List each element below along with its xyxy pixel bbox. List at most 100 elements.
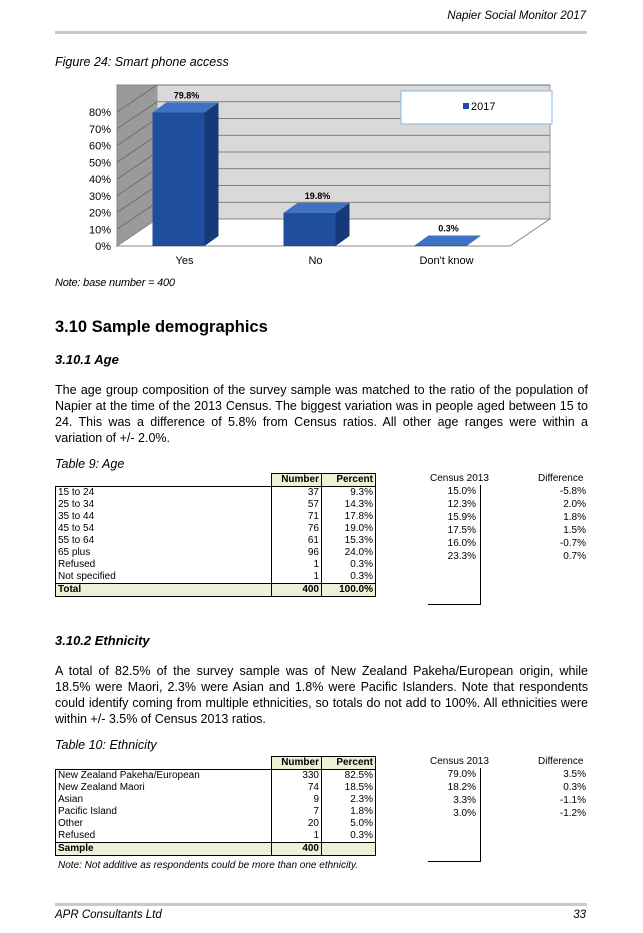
difference-value: 1.8% — [536, 512, 586, 523]
row-number: 61 — [272, 535, 322, 547]
difference-value: 1.5% — [536, 525, 586, 536]
ethnicity-table: Number Percent New Zealand Pakeha/European… — [55, 756, 376, 856]
running-header: Napier Social Monitor 2017 — [0, 10, 586, 22]
row-number: 76 — [272, 523, 322, 535]
difference-header: Difference — [538, 473, 583, 484]
bar-front — [284, 213, 336, 246]
difference-value: 0.7% — [536, 551, 586, 562]
data-label: 19.8% — [305, 191, 331, 201]
row-number: 71 — [272, 511, 322, 523]
bar — [153, 102, 219, 246]
ethnicity-note: Note: Not additive as respondents could … — [58, 860, 358, 871]
table-row: 45 to 54 76 19.0% — [56, 523, 376, 535]
table-row: New Zealand Pakeha/European 330 82.5% — [56, 770, 376, 783]
row-label: 65 plus — [56, 547, 272, 559]
row-percent: 2.3% — [322, 794, 376, 806]
table-row: Refused 1 0.3% — [56, 830, 376, 843]
difference-value: 2.0% — [536, 499, 586, 510]
census-column-border — [428, 485, 481, 605]
difference-header: Difference — [538, 756, 583, 767]
row-number: 20 — [272, 818, 322, 830]
ethnicity-table-caption: Table 10: Ethnicity — [55, 738, 157, 752]
table-row: Not specified 1 0.3% — [56, 571, 376, 584]
row-percent: 0.3% — [322, 571, 376, 584]
difference-value: -1.1% — [536, 795, 586, 806]
y-tick-label: 60% — [89, 141, 111, 153]
age-paragraph: The age group composition of the survey … — [55, 382, 588, 446]
header-rule — [55, 31, 587, 34]
data-label: 0.3% — [438, 223, 459, 233]
table-total-row: Total 400 100.0% — [56, 584, 376, 597]
row-label: New Zealand Pakeha/European — [56, 770, 272, 783]
difference-value: 3.5% — [536, 769, 586, 780]
census-header: Census 2013 — [430, 756, 489, 767]
header-cell: Number — [272, 757, 322, 770]
bar-front — [415, 245, 467, 246]
table-row: Asian 9 2.3% — [56, 794, 376, 806]
header-cell: Percent — [322, 474, 376, 487]
bar-front — [153, 112, 205, 246]
table-header-row: Number Percent — [56, 757, 376, 770]
total-label: Sample — [56, 843, 272, 856]
row-percent: 82.5% — [322, 770, 376, 783]
x-tick-label: Yes — [176, 255, 194, 267]
row-number: 37 — [272, 487, 322, 500]
row-percent: 5.0% — [322, 818, 376, 830]
bar-side — [205, 102, 219, 246]
y-tick-label: 70% — [89, 124, 111, 136]
row-percent: 0.3% — [322, 830, 376, 843]
row-number: 1 — [272, 830, 322, 843]
total-number: 400 — [272, 584, 322, 597]
table-header-row: Number Percent — [56, 474, 376, 487]
total-percent: 100.0% — [322, 584, 376, 597]
table-row: Refused 1 0.3% — [56, 559, 376, 571]
bar — [284, 203, 350, 246]
legend-label: 2017 — [471, 101, 495, 113]
row-number: 74 — [272, 782, 322, 794]
census-header: Census 2013 — [430, 473, 489, 484]
row-percent: 1.8% — [322, 806, 376, 818]
figure-note: Note: base number = 400 — [55, 277, 175, 289]
table-row: New Zealand Maori 74 18.5% — [56, 782, 376, 794]
chart-x-axis: Yes No Don't know — [176, 255, 474, 267]
row-label: New Zealand Maori — [56, 782, 272, 794]
chart-y-axis: 0% 10% 20% 30% 40% 50% 60% 70% 80% — [89, 107, 111, 253]
age-table-caption: Table 9: Age — [55, 457, 124, 471]
row-label: 45 to 54 — [56, 523, 272, 535]
header-cell — [56, 474, 272, 487]
difference-value: -1.2% — [536, 808, 586, 819]
row-percent: 24.0% — [322, 547, 376, 559]
y-tick-label: 20% — [89, 208, 111, 220]
row-percent: 0.3% — [322, 559, 376, 571]
table-row: 25 to 34 57 14.3% — [56, 499, 376, 511]
x-tick-label: Don't know — [419, 255, 473, 267]
table-row: 35 to 44 71 17.8% — [56, 511, 376, 523]
row-label: Pacific Island — [56, 806, 272, 818]
row-percent: 14.3% — [322, 499, 376, 511]
age-heading: 3.10.1 Age — [55, 352, 119, 367]
ethnicity-heading: 3.10.2 Ethnicity — [55, 633, 150, 648]
total-number: 400 — [272, 843, 322, 856]
chart-legend: 2017 — [401, 91, 552, 124]
row-number: 96 — [272, 547, 322, 559]
table-row: 15 to 24 37 9.3% — [56, 487, 376, 500]
total-label: Total — [56, 584, 272, 597]
age-table: Number Percent 15 to 24 37 9.3% 25 to 34 57 14.… — [55, 473, 376, 597]
footer-company: APR Consultants Ltd — [55, 909, 162, 921]
difference-value: 0.3% — [536, 782, 586, 793]
header-cell: Number — [272, 474, 322, 487]
row-number: 9 — [272, 794, 322, 806]
y-tick-label: 0% — [95, 241, 111, 253]
row-number: 330 — [272, 770, 322, 783]
y-tick-label: 10% — [89, 224, 111, 236]
table-row: Other 20 5.0% — [56, 818, 376, 830]
table-total-row: Sample 400 — [56, 843, 376, 856]
y-tick-label: 80% — [89, 107, 111, 119]
smart-phone-chart: 0% 10% 20% 30% 40% 50% 60% 70% 80% 79.8% 19.8% 0.3… — [55, 76, 565, 271]
header-cell: Percent — [322, 757, 376, 770]
row-percent: 18.5% — [322, 782, 376, 794]
table-row: 65 plus 96 24.0% — [56, 547, 376, 559]
y-tick-label: 30% — [89, 191, 111, 203]
row-label: 35 to 44 — [56, 511, 272, 523]
row-number: 1 — [272, 559, 322, 571]
